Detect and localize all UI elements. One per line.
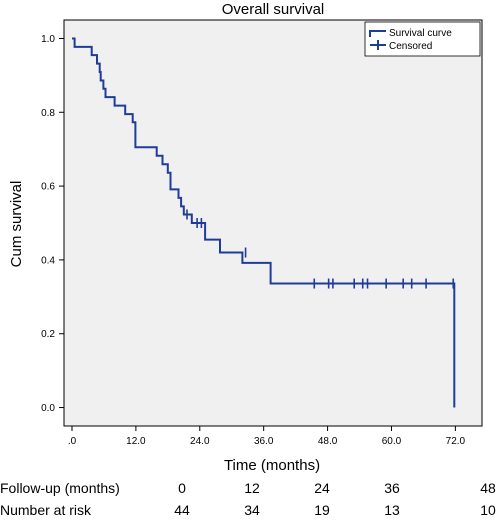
risk-followup-value: 36 <box>384 480 400 496</box>
chart-title: Overall survival <box>222 1 325 18</box>
y-tick-label: 0.2 <box>41 329 55 340</box>
x-tick-label: 36.0 <box>254 436 274 447</box>
y-tick-label: 1.0 <box>41 34 55 45</box>
risk-followup-value: 12 <box>244 480 260 496</box>
y-axis-label: Cum survival <box>8 181 25 268</box>
risk-followup-value: 0 <box>178 480 186 496</box>
risk-number-value: 13 <box>384 502 400 518</box>
x-tick-label: 24.0 <box>190 436 210 447</box>
risk-followup-value: 24 <box>314 480 330 496</box>
risk-followup-value: 48 <box>480 480 496 496</box>
x-tick-label: 12.0 <box>126 436 146 447</box>
x-tick-label: 60.0 <box>382 436 402 447</box>
risk-row2-values: 44 34 19 13 10 <box>174 502 496 518</box>
risk-row2-label: Number at risk <box>0 502 92 518</box>
risk-row1-values: 0 12 24 36 48 <box>178 480 496 496</box>
legend-label-censored: Censored <box>389 41 432 52</box>
x-tick-label: 48.0 <box>318 436 338 447</box>
risk-row1-label: Follow-up (months) <box>0 480 120 496</box>
risk-number-value: 34 <box>244 502 260 518</box>
y-tick-label: 0.8 <box>41 108 55 119</box>
series-layer <box>72 37 456 408</box>
risk-number-value: 19 <box>314 502 330 518</box>
risk-table: Follow-up (months) Number at risk 0 12 24 3… <box>0 480 496 518</box>
legend-label-survival: Survival curve <box>389 28 452 39</box>
y-tick-label: 0.0 <box>41 403 55 414</box>
survival-curve-line <box>72 37 456 408</box>
legend-box <box>364 21 481 57</box>
y-tick-label: 0.6 <box>41 182 55 193</box>
axes: 0.0 0.2 0.4 0.6 0.8 1.0 .0 12.0 24.0 36.0 48.0 60.0… <box>41 34 465 447</box>
x-axis-label: Time (months) <box>224 457 320 474</box>
risk-number-value: 10 <box>480 502 496 518</box>
plot-area <box>63 19 483 427</box>
legend: Survival curve Censored <box>364 21 481 57</box>
y-tick-label: 0.4 <box>41 255 55 266</box>
legend-survival-icon <box>369 30 386 37</box>
risk-number-value: 44 <box>174 502 190 518</box>
x-tick-label: 72.0 <box>446 436 466 447</box>
x-tick-label: .0 <box>68 436 77 447</box>
